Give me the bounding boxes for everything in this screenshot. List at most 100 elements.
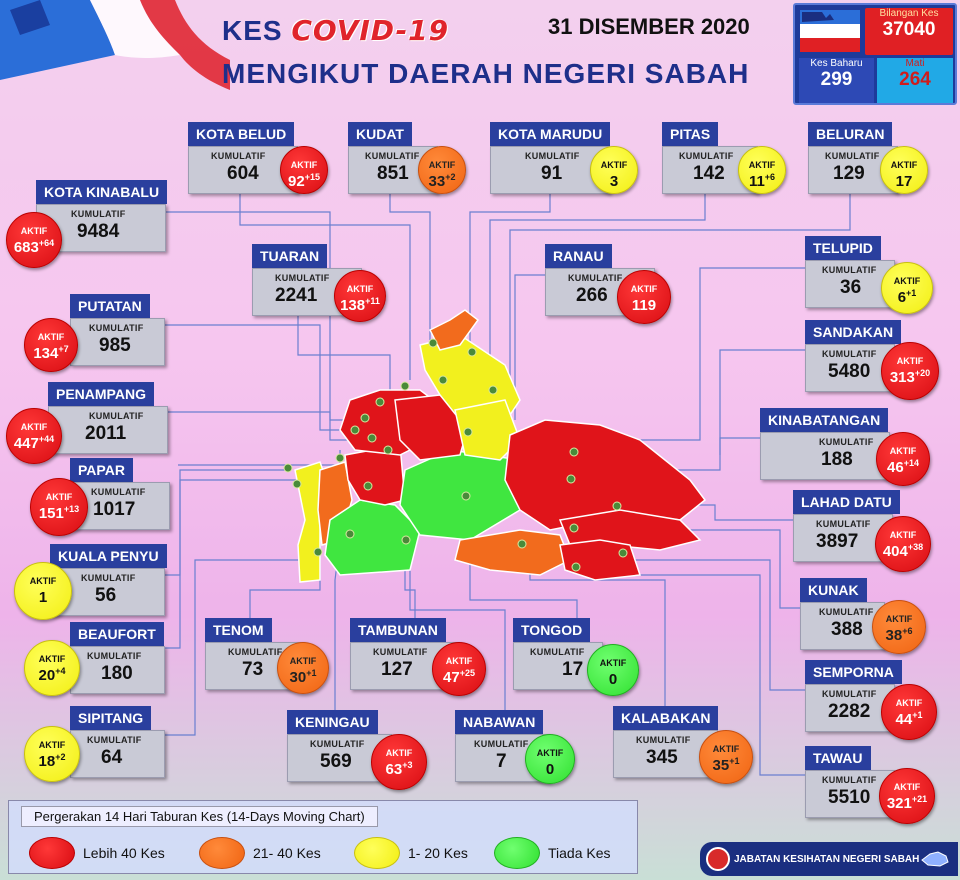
cumulative-label: KUMULATIF <box>819 437 874 447</box>
active-count: 134 <box>33 345 59 362</box>
active-cases-bubble-ranau: AKTIF 119 <box>617 270 671 324</box>
active-label: AKTIF <box>893 276 921 286</box>
cumulative-value: 7 <box>496 751 507 772</box>
active-cases-bubble-tuaran: AKTIF 138+11 <box>334 270 386 322</box>
active-count: 0 <box>545 761 555 778</box>
district-name: TONGOD <box>513 618 591 642</box>
district-info-box: KUMULATIF 2282 <box>805 684 895 732</box>
sabah-mini-flag-icon <box>800 10 860 52</box>
cumulative-label: KUMULATIF <box>89 411 144 421</box>
active-cases-bubble-tongod: AKTIF 0 <box>587 644 639 696</box>
active-delta: +21 <box>911 794 928 804</box>
cumulative-value: 266 <box>576 285 608 306</box>
district-name: PITAS <box>662 122 719 146</box>
active-label: AKTIF <box>445 656 473 666</box>
district-info-box: KUMULATIF 56 <box>50 568 165 616</box>
active-count: 313 <box>889 369 915 386</box>
district-name: TUARAN <box>252 244 328 268</box>
active-value: 18+2 <box>25 752 79 770</box>
active-count: 119 <box>631 297 657 314</box>
active-cases-bubble-lahad-datu: AKTIF 404+38 <box>875 516 931 572</box>
district-name: SEMPORNA <box>805 660 902 684</box>
district-name: PUTATAN <box>70 294 150 318</box>
active-delta: +20 <box>914 368 931 378</box>
cumulative-label: KUMULATIF <box>822 265 877 275</box>
cumulative-value: 2241 <box>275 285 318 306</box>
active-label: AKTIF <box>885 614 913 624</box>
cumulative-value: 73 <box>242 659 264 680</box>
district-info-box: KUMULATIF 604 <box>188 146 298 194</box>
cumulative-value: 5510 <box>828 787 871 808</box>
cumulative-label: KUMULATIF <box>365 151 420 161</box>
district-name: KOTA BELUD <box>188 122 295 146</box>
active-count: 404 <box>882 543 908 560</box>
active-count: 44 <box>895 711 913 728</box>
cumulative-value: 345 <box>646 747 678 768</box>
district-name: TELUPID <box>805 236 881 260</box>
active-count: 0 <box>608 671 618 688</box>
cumulative-label: KUMULATIF <box>310 739 365 749</box>
active-value: 151+13 <box>31 504 87 522</box>
active-count: 30 <box>289 669 307 686</box>
active-count: 138 <box>340 297 366 314</box>
active-label: AKTIF <box>45 492 73 502</box>
deaths-stat: Mati 264 <box>877 58 953 103</box>
district-name: KUNAK <box>800 578 867 602</box>
active-cases-bubble-kuala-penyu: AKTIF 1 <box>14 562 72 620</box>
active-value: 63+3 <box>372 760 426 778</box>
cumulative-value: 9484 <box>77 221 120 242</box>
sabah-map-logo-icon <box>921 851 949 867</box>
active-label: AKTIF <box>536 748 564 758</box>
cumulative-label: KUMULATIF <box>530 647 585 657</box>
legend-green-swatch <box>494 837 540 869</box>
active-cases-bubble-kudat: AKTIF 33+2 <box>418 146 466 194</box>
health-department-logo-icon <box>706 847 730 871</box>
district-info-box: KUMULATIF 5480 <box>805 344 895 392</box>
active-count: 38 <box>885 627 903 644</box>
total-cases-label: Bilangan Kes <box>879 8 939 19</box>
active-value: 321+21 <box>880 794 934 812</box>
district-name: NABAWAN <box>455 710 544 734</box>
active-value: 47+25 <box>433 668 485 686</box>
active-value: 92+15 <box>281 172 327 190</box>
cumulative-label: KUMULATIF <box>822 349 877 359</box>
deaths-label: Mati <box>905 58 925 69</box>
active-delta: +7 <box>58 344 69 354</box>
connector-lines <box>165 190 851 776</box>
new-cases-label: Kes Baharu <box>810 58 863 69</box>
district-info-box: KUMULATIF 36 <box>805 260 895 308</box>
title-kes: KES <box>222 15 283 46</box>
active-label: AKTIF <box>748 160 776 170</box>
active-count: 20 <box>38 667 56 684</box>
active-cases-bubble-tambunan: AKTIF 47+25 <box>432 642 486 696</box>
active-cases-bubble-sipitang: AKTIF 18+2 <box>24 726 80 782</box>
active-count: 17 <box>895 173 913 190</box>
active-cases-bubble-sandakan: AKTIF 313+20 <box>881 342 939 400</box>
cumulative-label: KUMULATIF <box>87 735 142 745</box>
cumulative-value: 56 <box>95 585 117 606</box>
active-value: 46+14 <box>877 458 929 476</box>
active-cases-bubble-beluran: AKTIF 17 <box>880 146 928 194</box>
cumulative-value: 91 <box>541 163 563 184</box>
active-value: 20+4 <box>25 666 79 684</box>
active-delta: +15 <box>304 172 320 182</box>
legend-title: Pergerakan 14 Hari Taburan Kes (14-Days … <box>21 806 378 827</box>
active-count: 151 <box>38 505 64 522</box>
district-name: KINABATANGAN <box>760 408 889 432</box>
active-value: 313+20 <box>882 368 938 386</box>
cumulative-value: 851 <box>377 163 409 184</box>
active-label: AKTIF <box>20 422 48 432</box>
active-label: AKTIF <box>29 576 57 586</box>
cumulative-label: KUMULATIF <box>819 607 874 617</box>
active-value: 1 <box>15 588 71 606</box>
legend-red-swatch <box>29 837 75 869</box>
cumulative-label: KUMULATIF <box>822 689 877 699</box>
active-count: 321 <box>886 795 912 812</box>
district-name: TAWAU <box>805 746 871 770</box>
district-name: KOTA MARUDU <box>490 122 611 146</box>
active-label: AKTIF <box>889 530 917 540</box>
district-name: PENAMPANG <box>48 382 154 406</box>
active-delta: +1 <box>306 668 317 678</box>
active-cases-bubble-nabawan: AKTIF 0 <box>525 734 575 784</box>
active-cases-bubble-putatan: AKTIF 134+7 <box>24 318 78 372</box>
